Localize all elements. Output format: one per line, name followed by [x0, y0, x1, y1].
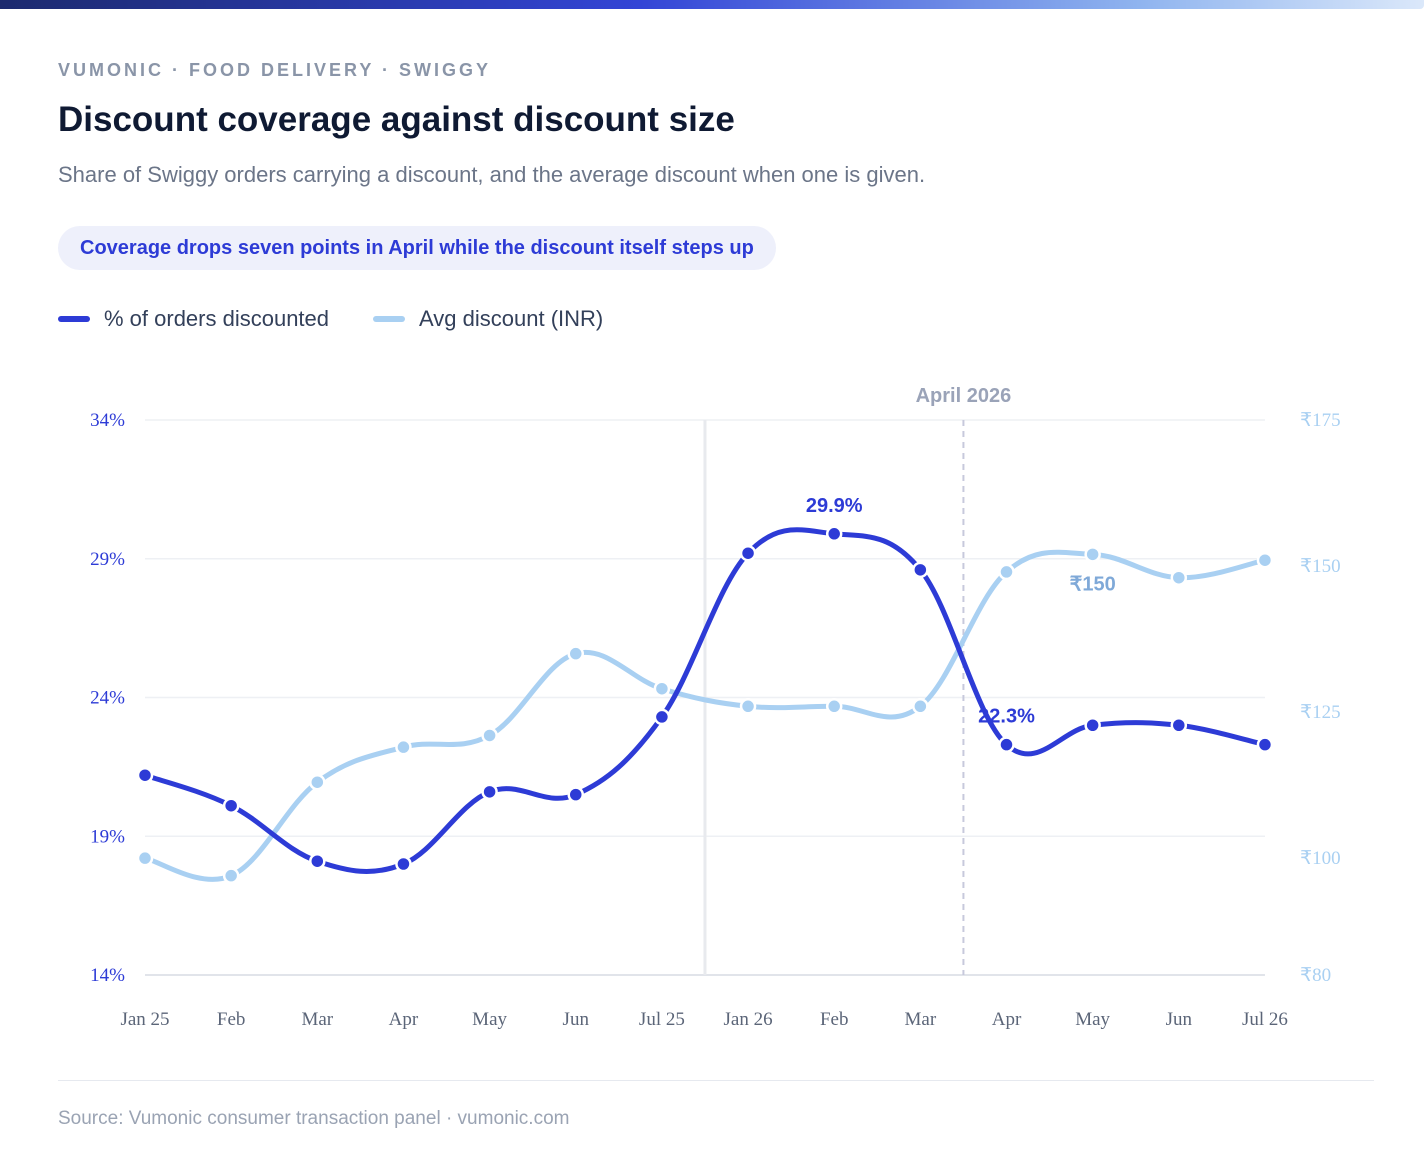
x-axis-tick-label: Jun	[563, 1009, 590, 1030]
left-axis-tick-label: 19%	[90, 826, 125, 847]
x-axis-tick-label: May	[472, 1009, 507, 1030]
data-point-avg-discount	[739, 698, 757, 715]
x-axis-tick-label: Jul 25	[639, 1009, 685, 1030]
left-axis-tick-label: 24%	[90, 688, 125, 709]
data-point-avg-discount	[825, 698, 843, 715]
data-point-coverage	[481, 783, 498, 801]
data-point-avg-discount	[653, 680, 671, 697]
data-point-avg-discount	[567, 645, 584, 662]
data-point-avg-discount	[912, 698, 929, 715]
data-point-coverage	[1256, 736, 1274, 753]
x-axis-tick-label: May	[1075, 1009, 1110, 1030]
data-point-coverage	[825, 525, 843, 543]
chart-subtitle: Share of Swiggy orders carrying a discou…	[58, 162, 926, 187]
data-point-avg-discount	[1170, 569, 1188, 586]
dual-axis-line-chart: April 2026 34% 29% 24% 19% 14% ₹175 ₹150 ₹125 ₹10…	[90, 385, 1341, 1030]
legend-swatch-avg-discount	[373, 316, 406, 322]
data-point-avg-discount	[309, 773, 326, 791]
footer-divider	[58, 1080, 1374, 1081]
x-axis-tick-label: Feb	[820, 1009, 849, 1030]
top-accent-bar	[0, 0, 1424, 9]
data-point-avg-discount	[481, 727, 498, 744]
data-point-avg-discount	[998, 563, 1015, 581]
x-axis-tick-label: Jul 26	[1242, 1009, 1288, 1030]
x-axis-tick-label: Jan 26	[724, 1009, 773, 1030]
x-axis-tick-label: Jun	[1166, 1009, 1193, 1030]
data-point-coverage	[395, 855, 412, 873]
data-point-coverage	[1084, 717, 1101, 734]
x-axis-tick-label: Mar	[905, 1009, 937, 1030]
right-axis-tick-label: ₹100	[1300, 848, 1341, 869]
series-line-coverage	[142, 527, 1268, 874]
data-point-avg-discount	[222, 867, 240, 884]
chart-title: Discount coverage against discount size	[58, 100, 735, 139]
left-axis-tick-label: 14%	[90, 965, 125, 986]
right-axis-tick-label: ₹80	[1300, 965, 1331, 986]
data-point-avg-discount	[1084, 546, 1101, 563]
legend-item-avg-discount: Avg discount (INR)	[373, 306, 603, 332]
x-axis-tick-label: Jan 25	[120, 1009, 169, 1030]
x-axis-tick-label: Mar	[301, 1009, 333, 1030]
legend-label-avg-discount: Avg discount (INR)	[419, 306, 604, 331]
data-label: ₹150	[1070, 573, 1116, 595]
x-axis-tick-label: Apr	[992, 1009, 1022, 1030]
data-point-avg-discount	[1256, 551, 1274, 569]
data-point-coverage	[912, 561, 929, 579]
data-point-coverage	[309, 852, 326, 870]
source-note: Source: Vumonic consumer transaction pan…	[58, 1108, 570, 1129]
legend-swatch-coverage	[58, 316, 90, 322]
data-point-coverage	[739, 544, 757, 562]
data-point-avg-discount	[136, 849, 154, 867]
data-point-coverage	[653, 708, 671, 726]
data-point-avg-discount	[395, 738, 412, 756]
left-axis-tick-label: 34%	[90, 410, 125, 431]
data-point-coverage	[998, 736, 1015, 753]
chart-legend: % of orders discounted Avg discount (INR…	[58, 306, 647, 332]
right-axis-tick-label: ₹150	[1300, 556, 1341, 577]
eyebrow-label: VUMONIC · FOOD DELIVERY · SWIGGY	[58, 60, 492, 80]
data-point-coverage	[1170, 717, 1188, 734]
right-axis-tick-label: ₹175	[1300, 410, 1341, 431]
data-label: 22.3%	[978, 706, 1035, 728]
data-point-coverage	[567, 786, 584, 803]
callout-badge: Coverage drops seven points in April whi…	[58, 226, 776, 270]
data-point-coverage	[222, 797, 240, 814]
legend-label-coverage: % of orders discounted	[104, 306, 330, 331]
right-axis-tick-label: ₹125	[1300, 702, 1341, 723]
x-axis-tick-label: Apr	[389, 1009, 419, 1030]
x-axis-tick-label: Feb	[217, 1009, 246, 1030]
legend-item-coverage: % of orders discounted	[58, 306, 329, 332]
left-axis-tick-label: 29%	[90, 549, 125, 570]
data-label: 29.9%	[806, 495, 863, 517]
data-point-coverage	[136, 766, 154, 784]
april-2026-marker-label: April 2026	[916, 385, 1012, 407]
